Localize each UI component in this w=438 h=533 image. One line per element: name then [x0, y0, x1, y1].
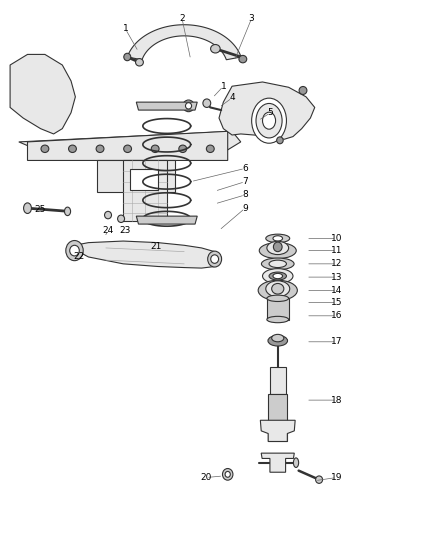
Text: 16: 16 — [331, 311, 342, 320]
Bar — [267, 298, 289, 319]
Ellipse shape — [183, 100, 194, 112]
Polygon shape — [127, 25, 241, 60]
Text: 24: 24 — [102, 226, 113, 235]
Ellipse shape — [269, 272, 286, 280]
Ellipse shape — [206, 145, 214, 152]
Text: 23: 23 — [120, 226, 131, 235]
Text: 7: 7 — [242, 177, 248, 186]
Polygon shape — [19, 131, 241, 151]
Ellipse shape — [262, 112, 276, 129]
Polygon shape — [123, 160, 167, 221]
Ellipse shape — [185, 103, 191, 109]
Polygon shape — [28, 131, 228, 160]
Ellipse shape — [316, 476, 322, 483]
Text: 4: 4 — [229, 93, 235, 102]
Ellipse shape — [105, 212, 112, 219]
Bar — [130, 169, 158, 190]
Ellipse shape — [277, 137, 283, 144]
Text: 20: 20 — [200, 473, 212, 482]
Ellipse shape — [151, 145, 159, 152]
Ellipse shape — [266, 281, 290, 297]
Ellipse shape — [268, 335, 288, 346]
Ellipse shape — [261, 258, 294, 270]
Bar — [268, 394, 287, 441]
Polygon shape — [261, 453, 294, 472]
Polygon shape — [69, 241, 221, 268]
Ellipse shape — [135, 59, 143, 66]
Bar — [270, 367, 286, 394]
Ellipse shape — [269, 260, 286, 268]
Text: 8: 8 — [242, 190, 248, 199]
Ellipse shape — [203, 99, 211, 108]
Text: 15: 15 — [331, 298, 342, 307]
Text: 1: 1 — [123, 25, 128, 34]
Text: 11: 11 — [331, 246, 342, 255]
Polygon shape — [136, 216, 197, 224]
Ellipse shape — [96, 145, 104, 152]
Ellipse shape — [272, 334, 284, 342]
Text: 6: 6 — [242, 164, 248, 173]
Ellipse shape — [211, 255, 219, 263]
Ellipse shape — [70, 245, 79, 256]
Ellipse shape — [252, 98, 286, 143]
Polygon shape — [260, 420, 295, 441]
Ellipse shape — [273, 236, 283, 241]
Ellipse shape — [258, 280, 297, 301]
Text: 17: 17 — [331, 337, 342, 346]
Text: 22: 22 — [73, 253, 85, 262]
Ellipse shape — [267, 317, 289, 322]
Text: 18: 18 — [331, 395, 342, 405]
Ellipse shape — [69, 145, 76, 152]
Ellipse shape — [266, 234, 290, 243]
Ellipse shape — [179, 145, 187, 152]
Text: 13: 13 — [331, 272, 342, 281]
Ellipse shape — [208, 251, 222, 267]
Ellipse shape — [124, 53, 131, 61]
Ellipse shape — [117, 215, 124, 222]
Ellipse shape — [41, 145, 49, 152]
Text: 9: 9 — [242, 204, 248, 213]
Ellipse shape — [272, 284, 284, 294]
Ellipse shape — [270, 300, 286, 305]
Text: 10: 10 — [331, 234, 342, 243]
Text: 12: 12 — [331, 260, 342, 268]
Text: 21: 21 — [150, 242, 162, 251]
Ellipse shape — [225, 471, 230, 477]
Ellipse shape — [273, 273, 283, 279]
Text: 2: 2 — [179, 14, 185, 23]
Polygon shape — [10, 54, 75, 134]
Text: 14: 14 — [331, 286, 342, 295]
Ellipse shape — [64, 207, 71, 216]
Polygon shape — [136, 102, 197, 110]
Ellipse shape — [293, 458, 299, 467]
Ellipse shape — [256, 103, 282, 138]
Ellipse shape — [267, 295, 289, 302]
Ellipse shape — [299, 86, 307, 94]
Ellipse shape — [223, 469, 233, 480]
Ellipse shape — [273, 242, 282, 252]
Ellipse shape — [211, 45, 220, 53]
Ellipse shape — [66, 240, 83, 261]
Ellipse shape — [267, 241, 289, 255]
Text: 19: 19 — [331, 473, 342, 482]
Text: 5: 5 — [268, 108, 273, 117]
Ellipse shape — [24, 203, 32, 214]
Polygon shape — [97, 160, 176, 192]
Text: 25: 25 — [34, 205, 46, 214]
Text: 3: 3 — [249, 14, 254, 23]
Ellipse shape — [259, 243, 296, 259]
Ellipse shape — [239, 55, 247, 63]
Ellipse shape — [124, 145, 131, 152]
Polygon shape — [219, 82, 315, 139]
Text: 1: 1 — [220, 82, 226, 91]
Ellipse shape — [262, 269, 293, 284]
